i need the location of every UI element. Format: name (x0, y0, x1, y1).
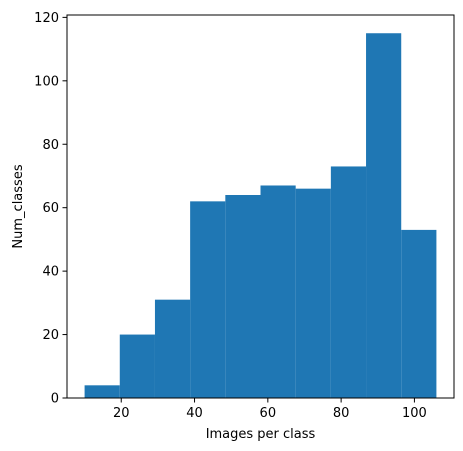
y-tick-label: 40 (42, 265, 59, 280)
histogram-bar (401, 229, 437, 398)
histogram-bar (154, 299, 191, 398)
plot-frame (66, 14, 455, 399)
x-tick-label: 20 (113, 406, 130, 421)
histogram-bar (119, 334, 155, 398)
histogram-bar (330, 166, 367, 398)
histogram-bar (366, 33, 402, 398)
y-tick-label: 0 (51, 392, 59, 407)
histogram-bar (190, 201, 226, 398)
x-tick-label: 40 (186, 406, 203, 421)
x-axis-label: Images per class (206, 427, 316, 442)
y-tick-label: 20 (42, 328, 59, 343)
y-axis-label: Num_classes (11, 164, 26, 248)
y-axis-ticks: 0 20 40 60 80 100 120 (34, 11, 67, 407)
y-tick-label: 80 (42, 138, 59, 153)
histogram-bar (295, 188, 331, 398)
histogram-bar (225, 195, 261, 398)
histogram-bars (84, 33, 437, 398)
y-tick-label: 120 (34, 11, 59, 26)
x-tick-label: 100 (402, 406, 427, 421)
x-tick-label: 60 (260, 406, 277, 421)
y-tick-label: 100 (34, 74, 59, 89)
x-tick-label: 80 (333, 406, 350, 421)
histogram-bar (260, 185, 296, 398)
y-tick-label: 60 (42, 201, 59, 216)
x-axis-ticks: 20 40 60 80 100 (113, 398, 427, 421)
histogram-bar (84, 385, 120, 398)
